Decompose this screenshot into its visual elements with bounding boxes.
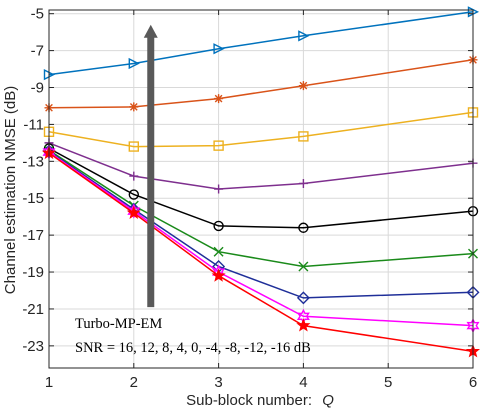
marker-hexagram <box>127 203 141 219</box>
marker-circle <box>298 222 309 233</box>
arrow-head <box>143 24 158 38</box>
y-tick-label: -7 <box>31 43 44 60</box>
y-tick-label: -13 <box>22 153 44 170</box>
marker-plus <box>214 184 224 194</box>
marker-circle <box>128 189 140 200</box>
marker-diamond <box>296 291 310 305</box>
x-axis-label: Sub-block number: Q <box>186 392 334 409</box>
marker-asterisk <box>298 81 308 91</box>
series-line <box>48 111 474 148</box>
snr-arrow <box>143 24 158 308</box>
grid <box>48 10 474 368</box>
y-tick-label: -11 <box>23 116 44 133</box>
marker-asterisk <box>214 94 224 104</box>
marker-square <box>128 141 140 152</box>
marker-plus <box>298 178 308 188</box>
x-tick-label: 3 <box>214 374 222 391</box>
annotation: Turbo-MP-EM SNR = 16, 12, 8, 4, 0, -4, -… <box>75 316 311 356</box>
y-tick-label: -19 <box>22 264 44 281</box>
axes <box>48 9 474 369</box>
marker-pentagram <box>126 205 141 219</box>
series-line <box>48 147 474 229</box>
x-axis-variable: Q <box>322 392 334 409</box>
marker-circle <box>213 220 224 232</box>
x-axis-label-text: Sub-block number: <box>186 392 312 409</box>
y-tick-label: -23 <box>22 338 44 355</box>
x-tick-label: 4 <box>299 374 307 391</box>
x-tick-label: 5 <box>384 374 392 391</box>
plot-area <box>49 10 473 368</box>
x-tick-label: 1 <box>45 374 53 391</box>
y-tick-label: -9 <box>31 80 44 97</box>
marker-asterisk <box>129 102 139 112</box>
annotation-line1: Turbo-MP-EM <box>75 316 162 332</box>
marker-square <box>298 131 309 142</box>
y-axis-label: Channel estimation NMSE (dB) <box>2 86 19 294</box>
marker-triangle <box>298 30 310 42</box>
series-line <box>48 11 474 76</box>
y-tick-label: -15 <box>22 190 44 207</box>
marker-triangle <box>213 43 225 55</box>
marker-x <box>213 246 224 257</box>
marker-pentagram <box>296 318 311 332</box>
tick-labels: 1 2 3 4 5 6 -5 -7 -9 -11 -13 -15 -17 -19 -21 -23 <box>22 6 477 391</box>
marker-plus <box>129 171 139 181</box>
annotation-line2: SNR = 16, 12, 8, 4, 0, -4, -8, -12, -16 … <box>75 340 311 356</box>
y-tick-label: -5 <box>31 6 44 23</box>
y-tick-label: -21 <box>22 301 44 318</box>
marker-pentagram <box>211 268 226 282</box>
marker-x <box>298 261 309 272</box>
series-9 <box>41 145 481 358</box>
x-tick-label: 2 <box>130 374 138 391</box>
x-tick-label: 6 <box>469 374 477 391</box>
marker-triangle <box>128 57 140 70</box>
y-tick-label: -17 <box>22 227 44 244</box>
axes-box <box>48 9 474 369</box>
marker-square <box>213 140 224 151</box>
